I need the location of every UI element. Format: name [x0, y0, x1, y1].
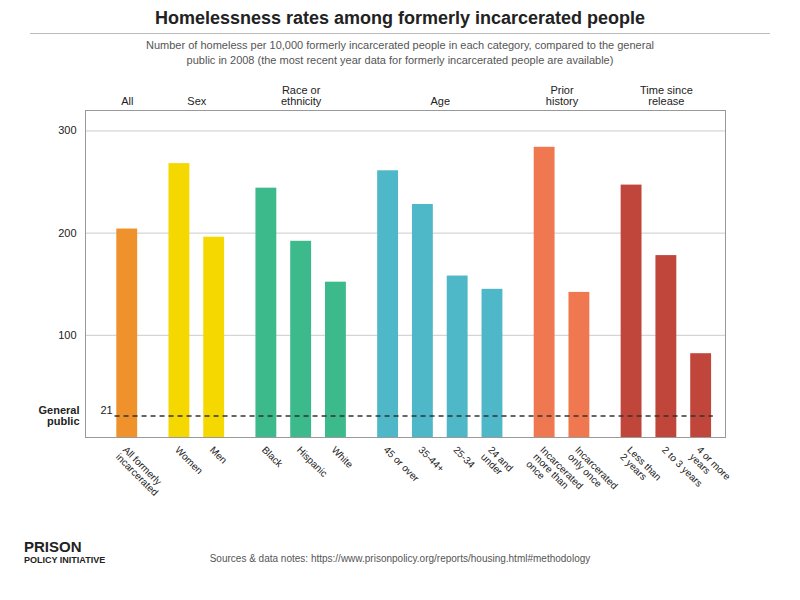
- svg-text:200: 200: [58, 226, 76, 238]
- svg-text:Women: Women: [173, 444, 205, 476]
- svg-text:Men: Men: [208, 444, 230, 466]
- svg-text:4 or moreyears: 4 or moreyears: [688, 444, 733, 489]
- svg-text:All: All: [121, 94, 133, 106]
- svg-text:100: 100: [58, 329, 76, 341]
- svg-text:Age: Age: [430, 94, 450, 106]
- svg-text:24 andunder: 24 andunder: [479, 444, 515, 480]
- svg-text:45 or over: 45 or over: [382, 444, 422, 484]
- svg-text:Time sincerelease: Time sincerelease: [640, 83, 693, 106]
- svg-text:Less than2 years: Less than2 years: [618, 444, 664, 490]
- svg-text:Priorhistory: Priorhistory: [546, 83, 579, 106]
- svg-text:Incarceratedonly once: Incarceratedonly once: [566, 444, 620, 498]
- svg-text:Generalpublic: Generalpublic: [39, 404, 80, 427]
- svg-text:300: 300: [58, 124, 76, 136]
- svg-text:Sex: Sex: [187, 94, 206, 106]
- svg-text:35-44+: 35-44+: [416, 444, 446, 474]
- svg-text:Black: Black: [260, 444, 286, 470]
- svg-text:White: White: [330, 444, 356, 470]
- svg-text:21: 21: [100, 404, 112, 416]
- svg-text:All formerlyincarcerated: All formerlyincarcerated: [114, 444, 168, 498]
- svg-text:Hispanic: Hispanic: [295, 444, 330, 479]
- svg-text:25-34: 25-34: [451, 444, 477, 470]
- svg-text:Race orethnicity: Race orethnicity: [281, 83, 322, 106]
